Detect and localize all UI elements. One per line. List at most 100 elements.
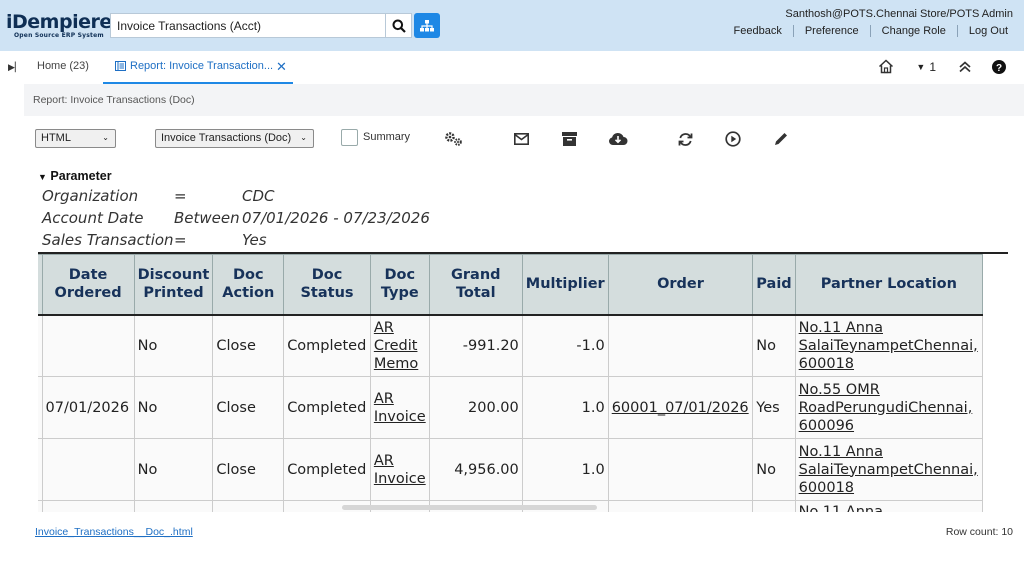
home-icon[interactable] (878, 59, 894, 74)
breadcrumb: Report: Invoice Transactions (Doc) (33, 94, 195, 106)
cell-doc-type: AR Credit Memo (369, 314, 430, 377)
partner-location-link[interactable]: No.55 OMR RoadPerungudiChennai, 600096 (798, 381, 973, 434)
horizontal-scrollbar[interactable] (342, 505, 597, 510)
order-link[interactable]: 60001_07/01/2026 (611, 399, 749, 416)
report-footer: Invoice_Transactions__Doc_.html Row coun… (24, 512, 1024, 552)
column-header: Date Ordered (41, 254, 135, 316)
cell-order (607, 438, 754, 501)
report-toolbar: HTML ⌄ Invoice Transactions (Doc) ⌄ Summ… (24, 116, 1024, 162)
caret-down-icon: ▼ (916, 61, 926, 72)
doc-type-link[interactable]: AR Invoice (373, 390, 426, 425)
change-role-link[interactable]: Change Role (869, 25, 957, 37)
cell-order: 60001_07/01/2026 (607, 376, 754, 439)
cell (41, 500, 135, 512)
email-icon[interactable] (511, 129, 531, 149)
search-icon (392, 19, 406, 33)
column-header: Partner Location (794, 254, 984, 316)
report-icon (115, 61, 126, 71)
search-button[interactable] (386, 13, 412, 38)
cell (752, 500, 796, 512)
parameter-heading: Parameter (50, 169, 112, 183)
help-icon[interactable]: ? (992, 59, 1006, 74)
close-tab-icon[interactable]: ✕ (276, 59, 287, 74)
cell (607, 500, 754, 512)
customize-gears-icon[interactable] (444, 129, 464, 149)
report-view-select[interactable]: Invoice Transactions (Doc) ⌄ (155, 129, 314, 148)
partner-location-link[interactable]: No.11 Anna SalaiTeynampetChennai, 600018 (798, 319, 978, 372)
cell-doc-type: AR Invoice (369, 376, 430, 439)
idempiere-logo[interactable]: iDempiere Open Source ERP System (6, 11, 112, 40)
cell-order (607, 314, 754, 377)
cell: 200.00 (428, 376, 523, 439)
cell: Completed (283, 438, 371, 501)
app-header: iDempiere Open Source ERP System Invoice… (0, 0, 1024, 51)
tab-tools: ▼ 1 ? (878, 59, 1006, 74)
format-value: HTML (41, 132, 71, 144)
param-name: Account Date (42, 209, 144, 227)
tab-report[interactable]: Report: Invoice Transaction... ✕ (103, 51, 293, 84)
report-file-link[interactable]: Invoice_Transactions__Doc_.html (35, 526, 193, 538)
column-header: Discount Printed (133, 254, 214, 316)
row-count: Row count: 10 (945, 526, 1013, 538)
global-search-input[interactable]: Invoice Transactions (Acct) (110, 13, 386, 38)
table-row: No.11 Anna (38, 500, 984, 512)
cell: Completed (283, 314, 371, 377)
partner-location-link[interactable]: No.11 Anna SalaiTeynampetChennai, 600018 (798, 443, 978, 496)
column-header: Multiplier (521, 254, 609, 316)
cell: Completed (283, 376, 371, 439)
chevron-down-icon: ⌄ (300, 133, 307, 142)
report-view-value: Invoice Transactions (Doc) (161, 132, 292, 144)
doc-type-link[interactable]: AR Invoice (373, 452, 426, 487)
cell-location: No.11 Anna SalaiTeynampetChennai, 600018 (794, 438, 984, 501)
parameter-toggle[interactable]: ▼ Parameter (38, 169, 112, 183)
edit-pencil-icon[interactable] (771, 129, 791, 149)
cell (41, 438, 135, 501)
cell: No (752, 438, 796, 501)
export-download-icon[interactable] (608, 129, 628, 149)
doc-type-link[interactable]: AR Credit Memo (373, 319, 419, 372)
collapse-up-icon[interactable] (958, 60, 972, 73)
run-play-icon[interactable] (723, 129, 743, 149)
chevron-down-icon: ⌄ (102, 133, 109, 142)
window-switcher[interactable]: ▼ 1 (916, 60, 936, 74)
tab-home[interactable]: Home (23) (37, 60, 89, 72)
summary-label: Summary (363, 131, 411, 143)
sidebar-toggle-icon[interactable]: ▶▏ (8, 62, 22, 72)
cell: No (133, 376, 214, 439)
report-table-viewport[interactable]: Date Ordered Discount Printed Doc Action… (38, 252, 1008, 512)
cell: 1.0 (521, 376, 609, 439)
cell: No (133, 314, 214, 377)
feedback-link[interactable]: Feedback (733, 25, 782, 37)
refresh-icon[interactable] (675, 129, 695, 149)
menu-tree-button[interactable] (414, 13, 440, 38)
archive-icon[interactable] (559, 129, 579, 149)
partner-location-link[interactable]: No.11 Anna (798, 504, 883, 512)
table-row: 6 No Close Completed AR Invoice 4,956.00… (38, 438, 984, 501)
logo-name: iDempiere (6, 11, 112, 33)
format-select[interactable]: HTML ⌄ (35, 129, 116, 148)
summary-checkbox[interactable] (341, 129, 358, 146)
column-header: Doc Type (369, 254, 430, 316)
logout-link[interactable]: Log Out (956, 25, 1011, 37)
cell-location: No.11 Anna SalaiTeynampetChennai, 600018 (794, 314, 984, 377)
column-header: Grand Total (428, 254, 523, 316)
cell: 07/01/2026 (41, 376, 135, 439)
header-links: Feedback Preference Change Role Log Out (723, 25, 1011, 37)
cell: Close (212, 376, 285, 439)
preference-link[interactable]: Preference (792, 25, 870, 37)
cell: No (752, 314, 796, 377)
cell-location: No.55 OMR RoadPerungudiChennai, 600096 (794, 376, 984, 439)
cell (41, 314, 135, 377)
cell: Yes (752, 376, 796, 439)
table-row: 6 07/01/2026 No Close Completed AR Invoi… (38, 376, 984, 439)
tab-report-label: Report: Invoice Transaction... (130, 60, 274, 72)
cell (212, 500, 285, 512)
report-table: Date Ordered Discount Printed Doc Action… (38, 254, 984, 512)
cell: -991.20 (428, 314, 523, 377)
column-header: Paid (752, 254, 796, 316)
column-header: Doc Status (283, 254, 371, 316)
cell: No (133, 438, 214, 501)
cell (133, 500, 214, 512)
window-count: 1 (929, 59, 936, 74)
cell: Close (212, 438, 285, 501)
